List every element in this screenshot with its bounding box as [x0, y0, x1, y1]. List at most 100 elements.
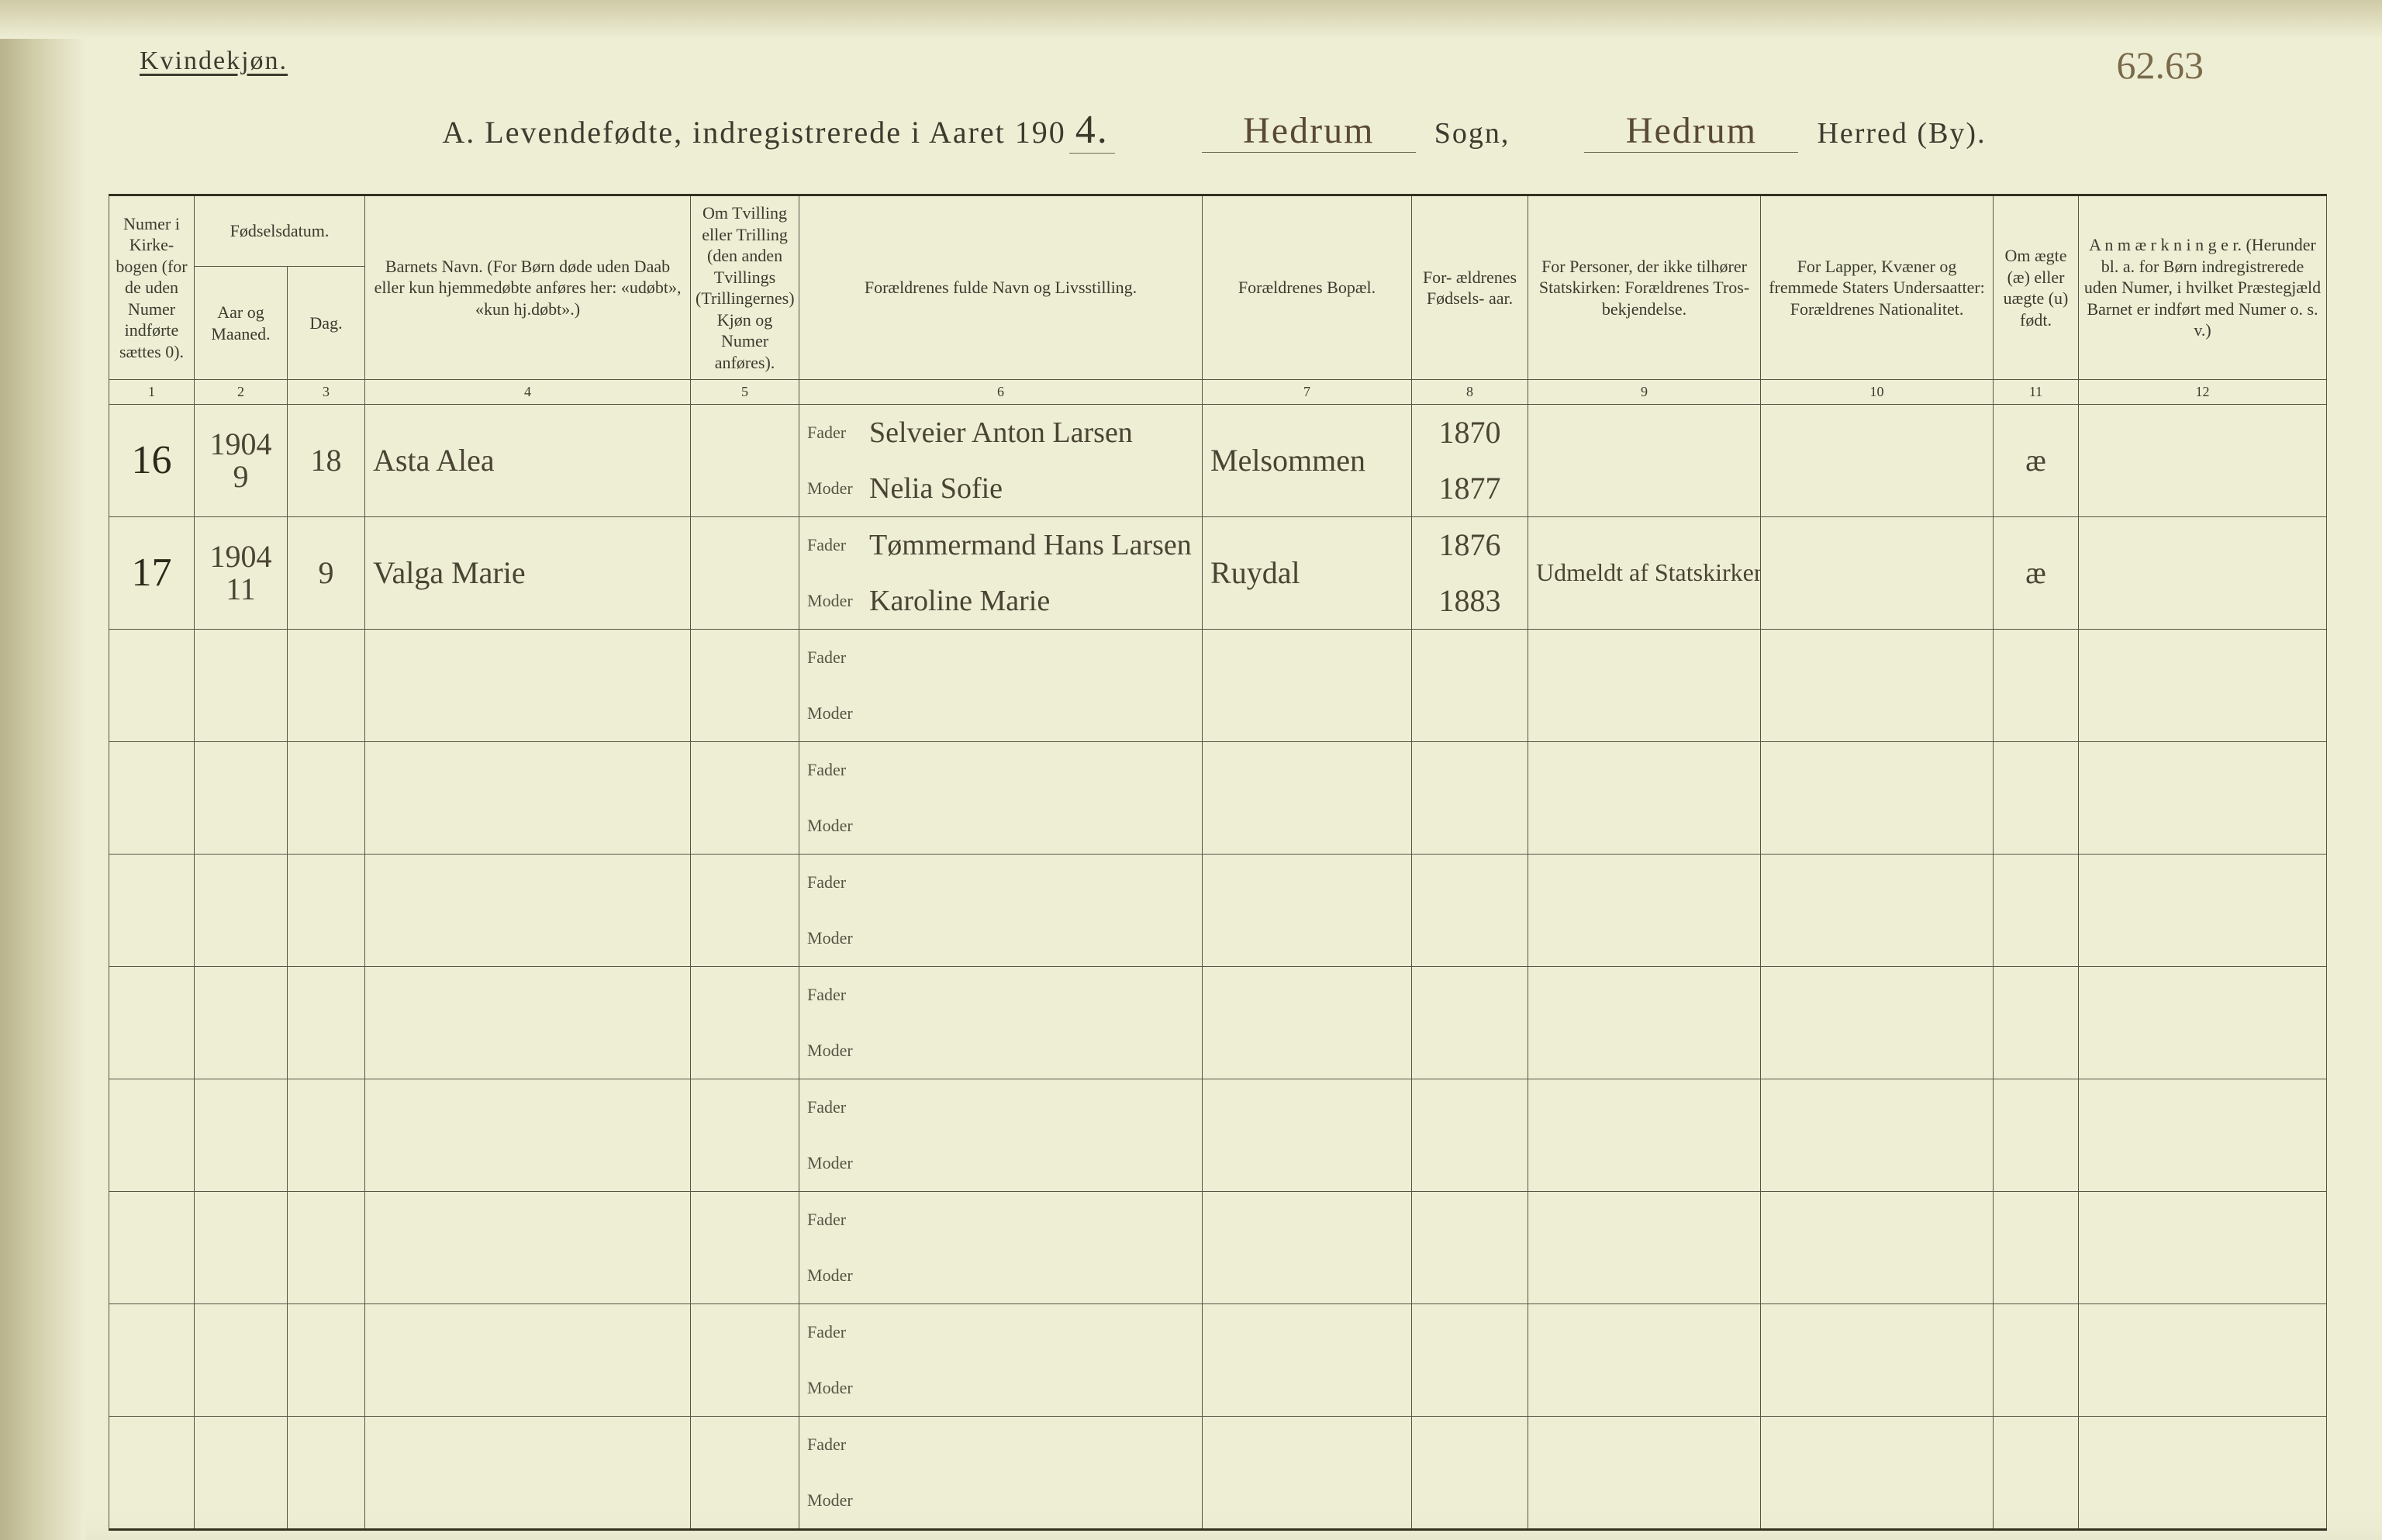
blank-cell: [288, 741, 365, 854]
col-header-5: Om Tvilling eller Trilling (den anden Tv…: [691, 195, 799, 380]
table-body: 161904918Asta AleaFaderSelveier Anton La…: [109, 404, 2327, 1529]
blank-cell: [1761, 741, 1994, 854]
blank-cell: [288, 854, 365, 966]
blank-cell: Moder: [799, 798, 1203, 855]
blank-cell: [2079, 629, 2327, 741]
blank-cell: [2079, 1303, 2327, 1416]
blank-cell: [365, 1416, 691, 1529]
blank-cell: [691, 1303, 799, 1416]
blank-cell: [1412, 1416, 1528, 1473]
residence: Melsommen: [1203, 404, 1412, 516]
blank-cell: [195, 854, 288, 966]
blank-cell: [109, 1191, 195, 1303]
nationality: [1761, 516, 1994, 629]
blank-cell: [1412, 1023, 1528, 1079]
father-cell: FaderTømmermand Hans Larsen: [799, 516, 1203, 573]
twin-cell: [691, 516, 799, 629]
blank-cell: [365, 1191, 691, 1303]
blank-cell: [1412, 1191, 1528, 1248]
blank-cell: [109, 1416, 195, 1529]
birth-register-table: Numer i Kirke- bogen (for de uden Numer …: [109, 194, 2327, 1531]
title-line: A. Levendefødte, indregistrerede i Aaret…: [93, 107, 2335, 154]
father-cell: FaderSelveier Anton Larsen: [799, 404, 1203, 461]
blank-cell: [109, 629, 195, 741]
blank-cell: Moder: [799, 1360, 1203, 1417]
blank-cell: [1412, 629, 1528, 685]
blank-cell: [288, 629, 365, 741]
blank-cell: [691, 966, 799, 1079]
mother-birth-year: 1883: [1412, 573, 1528, 630]
col-num-5: 5: [691, 380, 799, 405]
entry-number: 16: [109, 404, 195, 516]
blank-cell: [1412, 854, 1528, 910]
blank-cell: [288, 1416, 365, 1529]
blank-cell: [1203, 741, 1412, 854]
legitimacy: æ: [1994, 404, 2079, 516]
col-header-8: For- ældrenes Fødsels- aar.: [1412, 195, 1528, 380]
blank-cell: [1203, 1191, 1412, 1303]
blank-cell: [1412, 1248, 1528, 1304]
blank-cell: [1412, 1135, 1528, 1192]
col-header-1: Numer i Kirke- bogen (for de uden Numer …: [109, 195, 195, 380]
herred-name: Hedrum: [1584, 109, 1798, 153]
blank-cell: [1528, 741, 1761, 854]
blank-cell: [365, 854, 691, 966]
blank-cell: [1203, 1303, 1412, 1416]
blank-cell: [195, 741, 288, 854]
blank-cell: [1528, 1416, 1761, 1529]
blank-cell: [1761, 854, 1994, 966]
blank-cell: [1203, 1416, 1412, 1529]
remarks: [2079, 516, 2327, 629]
blank-cell: [109, 741, 195, 854]
blank-cell: [1761, 629, 1994, 741]
blank-cell: [1203, 966, 1412, 1079]
blank-cell: [1412, 1303, 1528, 1360]
col-num-11: 11: [1994, 380, 2079, 405]
blank-cell: [1528, 1079, 1761, 1191]
blank-cell: [2079, 966, 2327, 1079]
page-shadow-left: [0, 0, 85, 1540]
blank-cell: [195, 1416, 288, 1529]
blank-cell: [691, 1191, 799, 1303]
residence: Ruydal: [1203, 516, 1412, 629]
birth-day: 9: [288, 516, 365, 629]
blank-cell: [365, 1303, 691, 1416]
table-row-blank: Fader: [109, 1079, 2327, 1135]
page-number-handwritten: 62.63: [2117, 43, 2204, 88]
birth-year-month: 190411: [195, 516, 288, 629]
father-birth-year: 1876: [1412, 516, 1528, 573]
blank-cell: [2079, 741, 2327, 854]
blank-cell: [1203, 854, 1412, 966]
blank-cell: [1412, 1473, 1528, 1530]
blank-cell: Fader: [799, 966, 1203, 1023]
blank-cell: Fader: [799, 1191, 1203, 1248]
title-year: 4.: [1069, 107, 1115, 154]
sogn-name: Hedrum: [1202, 109, 1416, 153]
blank-cell: [195, 966, 288, 1079]
page-shadow-top: [0, 0, 2382, 39]
col-header-3: Dag.: [288, 267, 365, 380]
col-num-8: 8: [1412, 380, 1528, 405]
blank-cell: Moder: [799, 1135, 1203, 1192]
blank-cell: [691, 629, 799, 741]
table-row-blank: Fader: [109, 741, 2327, 798]
col-num-12: 12: [2079, 380, 2327, 405]
blank-cell: [1528, 966, 1761, 1079]
religion: Udmeldt af Statskirken: [1528, 516, 1761, 629]
blank-cell: [365, 1079, 691, 1191]
register-page: Kvindekjøn. 62.63 A. Levendefødte, indre…: [0, 0, 2382, 1540]
col-num-7: 7: [1203, 380, 1412, 405]
blank-cell: Fader: [799, 854, 1203, 910]
blank-cell: [1761, 1079, 1994, 1191]
blank-cell: [1412, 685, 1528, 742]
blank-cell: [288, 1079, 365, 1191]
blank-cell: Fader: [799, 741, 1203, 798]
col-header-12: A n m æ r k n i n g e r. (Herunder bl. a…: [2079, 195, 2327, 380]
blank-cell: [1412, 1079, 1528, 1135]
blank-cell: [288, 966, 365, 1079]
blank-cell: [365, 966, 691, 1079]
table-row-blank: Fader: [109, 1191, 2327, 1248]
gender-heading: Kvindekjøn.: [140, 47, 288, 76]
page-header: Kvindekjøn. 62.63 A. Levendefødte, indre…: [93, 47, 2335, 154]
col-num-10: 10: [1761, 380, 1994, 405]
